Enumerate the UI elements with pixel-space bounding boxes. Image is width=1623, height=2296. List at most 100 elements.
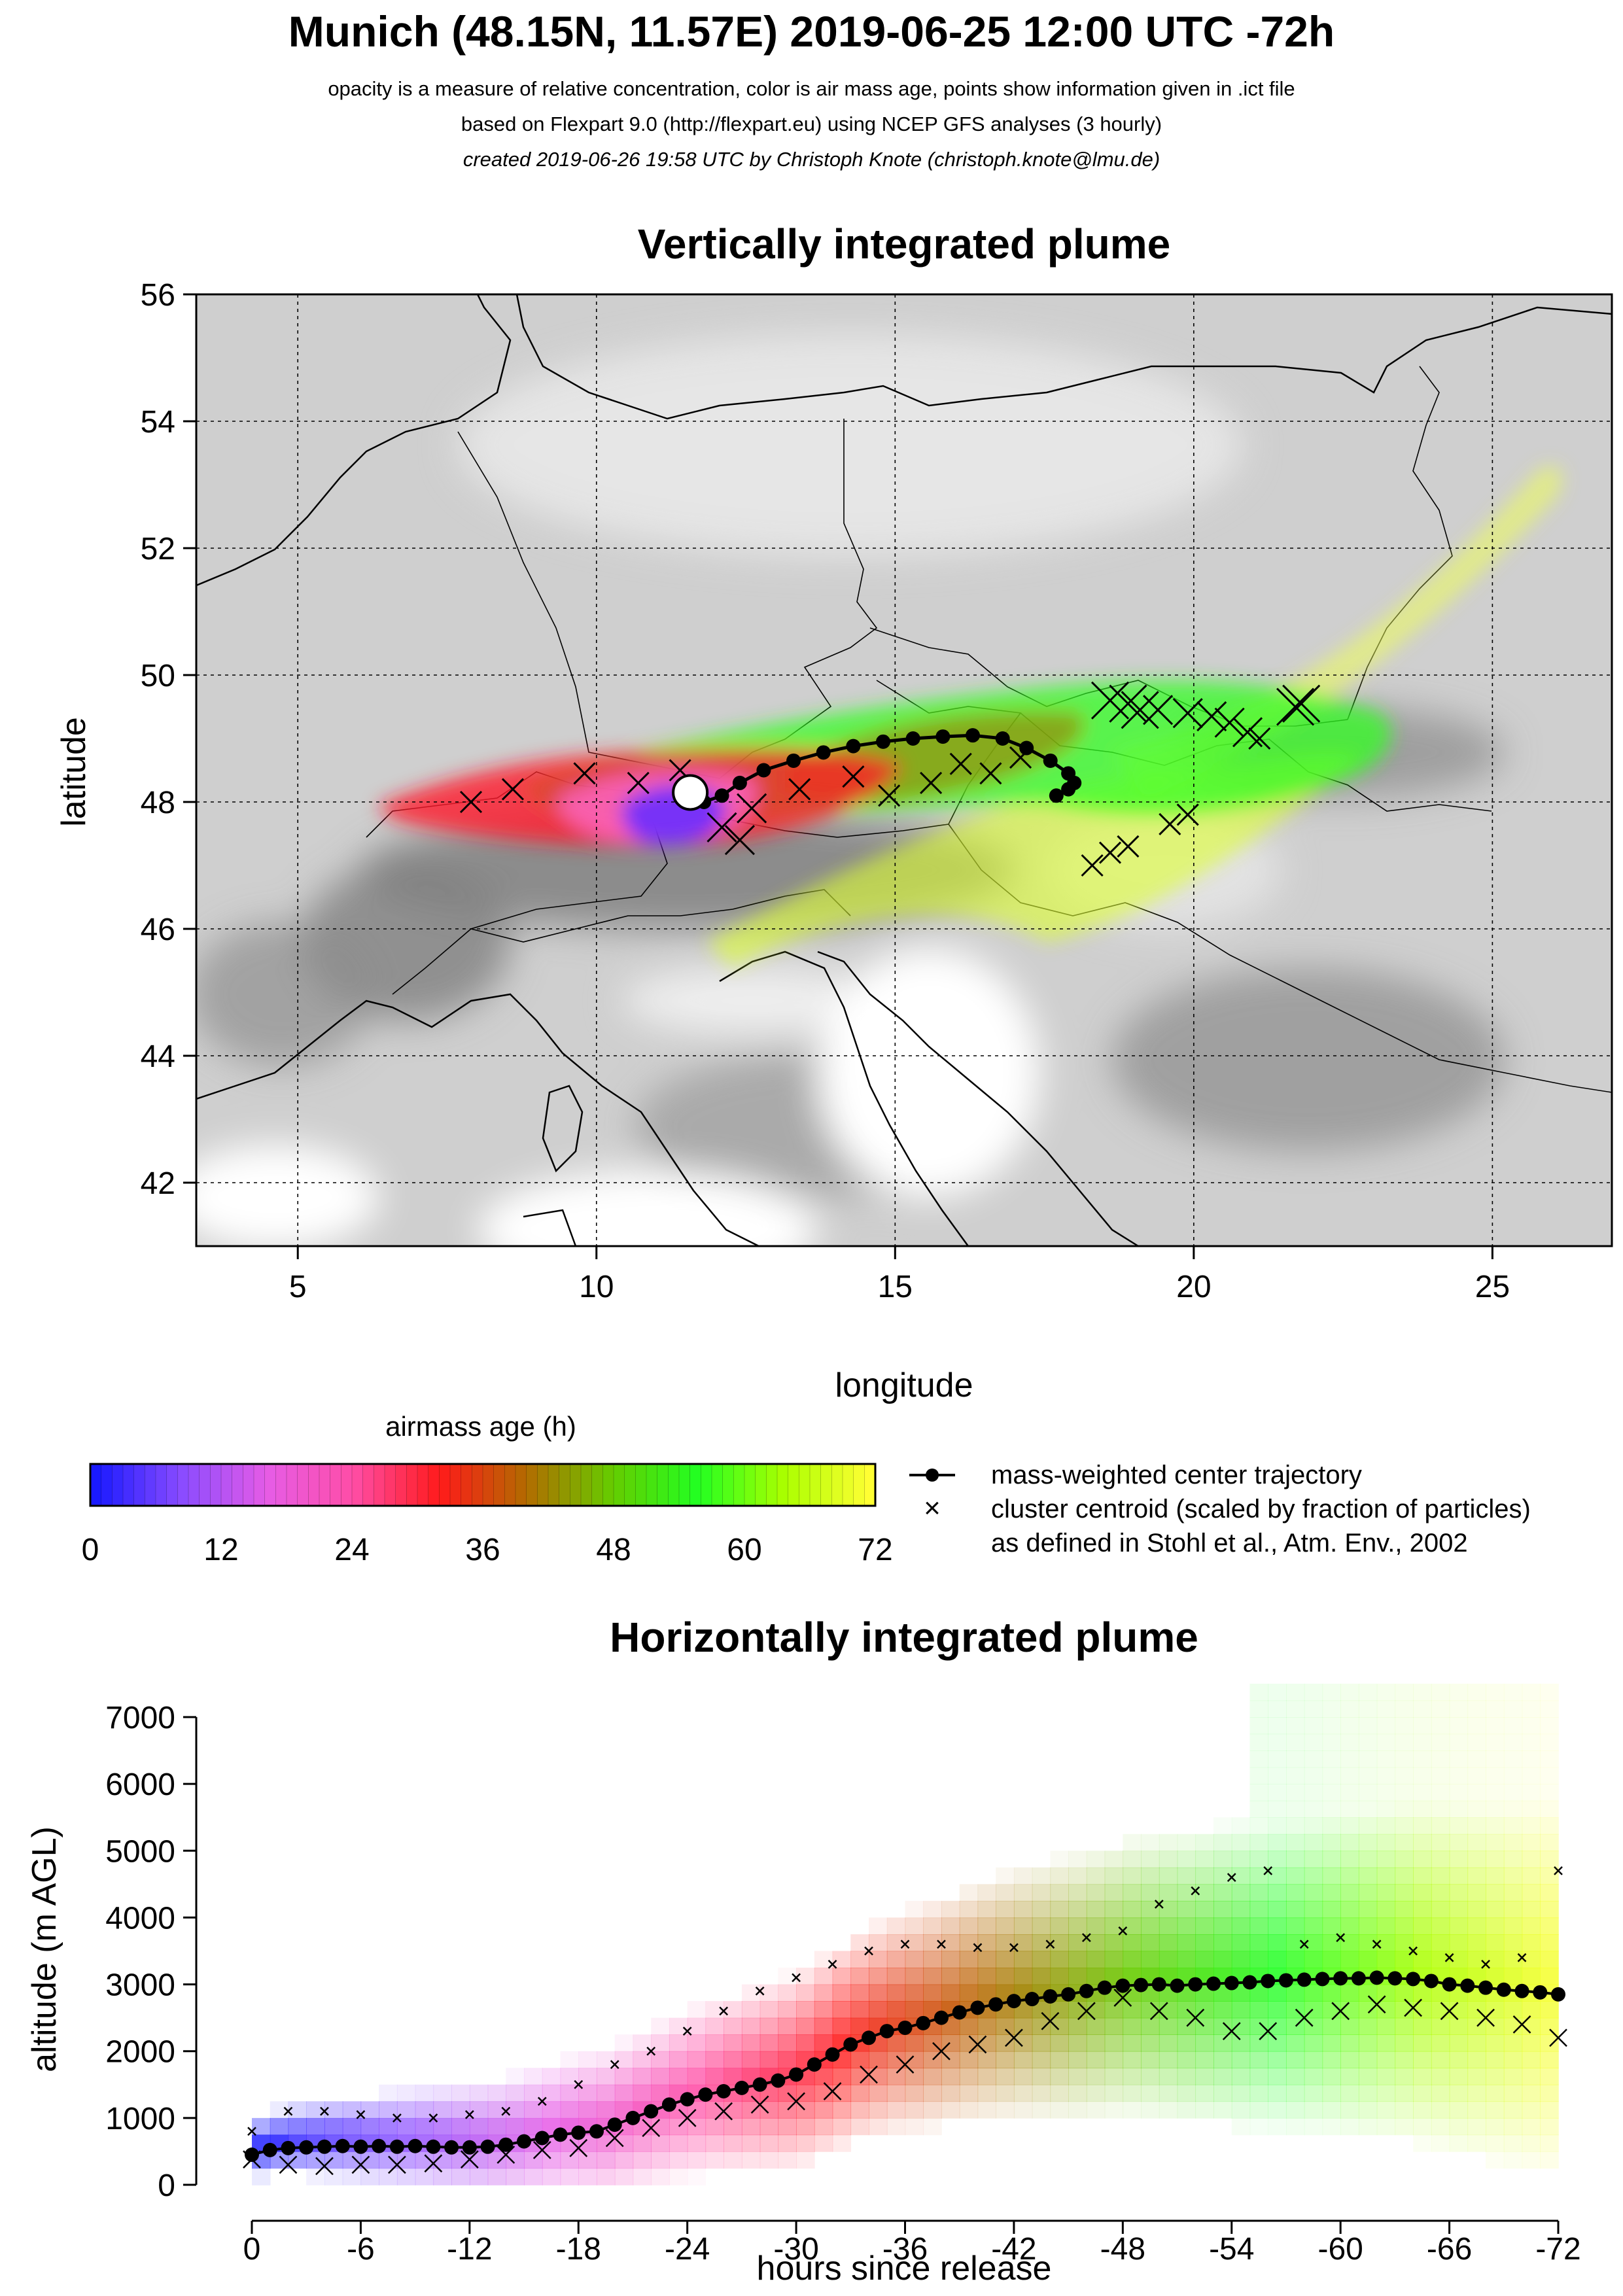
profile-heat-cell <box>1050 1934 1069 1952</box>
profile-heat-cell <box>1195 2084 1214 2102</box>
profile-heat-cell <box>669 2017 688 2035</box>
profile-heat-cell <box>1213 2101 1232 2119</box>
profile-cluster-low <box>569 2138 588 2157</box>
coastline-sardinia <box>523 1209 577 1246</box>
profile-heat-cell <box>1522 2134 1541 2152</box>
profile-heat-cell <box>1358 1784 1378 1801</box>
profile-heat-cell <box>1141 2084 1160 2102</box>
profile-heat-cell <box>1177 1851 1196 1868</box>
colorbar-tick-label: 0 <box>82 1533 99 1567</box>
profile-heat-cell <box>1213 1834 1232 1852</box>
profile-heat-cell <box>1340 1683 1359 1701</box>
legend-label-reference: as defined in Stohl et al., Atm. Env., 2… <box>991 1529 1468 1557</box>
profile-heat-cell <box>759 2117 779 2136</box>
profile-heat-cell <box>1358 2101 1378 2119</box>
profile-cluster-high <box>501 2106 511 2116</box>
profile-heat-cell <box>796 2151 815 2169</box>
profile-heat-cell <box>1449 1784 1469 1801</box>
profile-cluster-high <box>973 1943 983 1953</box>
profile-heat-cell <box>1177 1934 1196 1952</box>
profile-heat-cell <box>1467 1884 1486 1902</box>
profile-heat-cell <box>560 2051 580 2069</box>
profile-heat-cell <box>1376 1867 1396 1885</box>
profile-cluster-stroke <box>1481 1960 1490 1969</box>
profile-heat-cell <box>596 2101 616 2119</box>
profile-heat-cell <box>705 2101 724 2119</box>
profile-heat-cell <box>1013 2034 1033 2052</box>
profile-heat-cell <box>959 1968 979 1985</box>
profile-heat-cell <box>1304 2117 1323 2136</box>
colorbar-tick-label: 60 <box>727 1533 761 1567</box>
profile-heat-cell <box>869 2051 888 2069</box>
profile-heat-cell <box>1449 1800 1469 1818</box>
colorbar-cell <box>799 1464 811 1506</box>
map-cluster-centroid <box>1276 687 1315 726</box>
profile-heat-cell <box>923 2068 942 2085</box>
map-cluster-stroke <box>1109 684 1147 723</box>
profile-heat-cell <box>1123 2101 1142 2119</box>
profile-heat-cell <box>850 2101 869 2119</box>
profile-heat-cell <box>959 2084 979 2102</box>
profile-heat-cell <box>1123 2017 1142 2035</box>
profile-heat-cell <box>1376 1817 1396 1835</box>
profile-heat-cell <box>1013 2068 1033 2085</box>
profile-heat-cell <box>1340 2034 1359 2052</box>
profile-heat-cell <box>1141 1917 1160 1935</box>
profile-heat-cell <box>1285 1934 1305 1952</box>
profile-heat-cell <box>1540 2051 1559 2069</box>
profile-heat-cell <box>886 1917 906 1935</box>
profile-heat-cell <box>542 2068 561 2085</box>
map-cluster-stroke <box>1248 727 1271 750</box>
profile-heat-cell <box>1285 1867 1305 1885</box>
profile-cluster-stroke <box>393 2113 402 2123</box>
profile-trajectory-point <box>317 2139 332 2154</box>
profile-ytick-label: 2000 <box>105 2035 175 2070</box>
profile-heat-cell <box>1340 1800 1359 1818</box>
map-cluster-centroid <box>627 771 650 794</box>
profile-xtick-label: -66 <box>1427 2232 1472 2267</box>
profile-heat-cell <box>850 2001 869 2019</box>
profile-heat-cell <box>1213 1917 1232 1935</box>
profile-heat-cell <box>959 2051 979 2069</box>
profile-trajectory-point <box>1206 1976 1221 1991</box>
profile-heat-cell <box>1431 1784 1450 1801</box>
profile-heat-cell <box>1395 2017 1414 2035</box>
profile-heat-cell <box>1285 2034 1305 2052</box>
profile-heat-cell <box>1413 1683 1432 1701</box>
profile-heat-cell <box>941 1968 960 1985</box>
profile-heat-cell <box>1413 2101 1432 2119</box>
profile-cluster-stroke <box>714 2102 733 2121</box>
profile-heat-cell <box>1249 1700 1269 1718</box>
profile-heat-cell <box>451 2084 470 2102</box>
profile-cluster-high <box>1263 1866 1273 1875</box>
profile-heat-cell <box>886 1968 906 1985</box>
profile-heat-cell <box>1086 1884 1106 1902</box>
profile-heat-cell <box>1540 2068 1559 2085</box>
profile-heat-cell <box>1486 1700 1505 1718</box>
profile-cluster-low <box>460 2150 479 2169</box>
profile-heat-cell <box>1123 1917 1142 1935</box>
map-cluster-centroid <box>1196 701 1227 732</box>
profile-heat-cell <box>578 2101 597 2119</box>
profile-heat-cell <box>1231 2084 1251 2102</box>
profile-cluster-high <box>864 1946 873 1956</box>
profile-heat-cell <box>759 2151 779 2169</box>
profile-cluster-stroke <box>1077 2002 1096 2021</box>
profile-heat-cell <box>1141 2101 1160 2119</box>
profile-heat-cell <box>1304 1884 1323 1902</box>
map-cluster-stroke <box>1009 746 1032 769</box>
profile-trajectory-point <box>462 2140 477 2155</box>
profile-heat-cell <box>1413 2017 1432 2035</box>
profile-heat-cell <box>1268 1750 1287 1768</box>
profile-heat-cell <box>1268 2001 1287 2019</box>
profile-heat-cell <box>977 1951 996 1968</box>
map-cluster-centroid <box>1098 841 1122 864</box>
profile-heat-cell <box>705 2117 724 2136</box>
profile-heat-cell <box>996 2051 1015 2069</box>
profile-heat-cell <box>1177 1951 1196 1968</box>
profile-cluster-high <box>1481 1960 1490 1969</box>
profile-x-axis: 0 -6 -12 -18 -24 -30 -36 -42 -48 -54 -60 -66 -72 <box>243 2219 1581 2267</box>
map-cluster-stroke <box>627 771 650 794</box>
profile-heat-cell <box>941 1934 960 1952</box>
map-xtick-label: 15 <box>878 1270 913 1304</box>
